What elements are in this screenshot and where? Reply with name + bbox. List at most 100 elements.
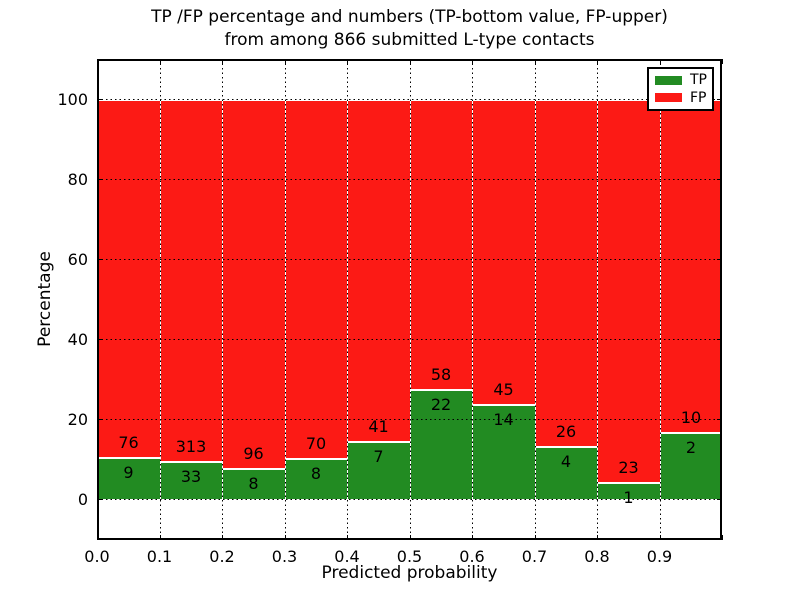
x-tick-mark	[722, 59, 723, 64]
horizontal-gridline	[97, 339, 722, 340]
y-tick-mark	[97, 179, 102, 180]
x-tick-mark	[659, 535, 661, 540]
y-tick-mark	[97, 499, 102, 500]
legend-label: FP	[690, 89, 707, 106]
x-tick-label: 0.4	[334, 547, 360, 566]
vertical-gridline	[597, 59, 598, 540]
x-tick-mark	[597, 59, 598, 64]
fp-count-label: 96	[243, 444, 264, 464]
fp-count-label: 70	[305, 433, 327, 453]
x-tick-mark	[472, 535, 473, 540]
fp-bar-segment	[284, 100, 348, 459]
tp-bar-segment	[534, 446, 598, 500]
y-tick-mark	[717, 99, 722, 100]
y-tick-label: 60	[67, 250, 88, 269]
fp-bar-segment	[409, 100, 473, 390]
horizontal-gridline	[97, 259, 722, 260]
legend-swatch-tp-icon	[655, 75, 682, 85]
fp-bar-segment	[534, 100, 598, 447]
fp-bar-segment	[97, 100, 161, 458]
legend-item-fp: FP	[655, 89, 707, 106]
tp-bar-segment	[284, 458, 348, 500]
legend-label: TP	[690, 72, 707, 89]
tp-count-label: 22	[430, 395, 452, 414]
x-tick-mark	[534, 535, 536, 540]
x-tick-label: 0.8	[584, 547, 610, 566]
x-tick-mark	[409, 535, 411, 540]
x-tick-mark	[409, 59, 411, 64]
y-tick-mark	[717, 259, 722, 260]
fp-bar-segment	[159, 100, 223, 462]
vertical-gridline	[534, 59, 536, 540]
x-tick-mark	[347, 535, 348, 540]
horizontal-gridline	[97, 99, 722, 100]
y-tick-label: 80	[67, 170, 88, 189]
fp-count-label: 58	[430, 365, 452, 384]
x-tick-label: 0.3	[271, 547, 298, 566]
x-tick-label: 0.2	[209, 547, 235, 566]
vertical-gridline	[659, 59, 661, 540]
vertical-gridline	[284, 59, 286, 540]
x-tick-mark	[97, 535, 98, 540]
vertical-gridline	[222, 59, 223, 540]
legend-item-tp: TP	[655, 72, 707, 89]
chart-title-line1: TP /FP percentage and numbers (TP-bottom…	[151, 7, 668, 27]
tp-bar-segment	[409, 390, 473, 500]
horizontal-gridline	[97, 179, 722, 180]
y-tick-label: 100	[57, 90, 88, 109]
horizontal-gridline	[97, 419, 722, 420]
x-tick-label: 0.9	[646, 547, 673, 566]
fp-count-label: 26	[555, 421, 577, 441]
horizontal-gridline	[97, 499, 722, 500]
plot-area: 76 9 313 33 96 8 70 8 41 7 58 22 45 14 26 4 23 1 10 2	[97, 59, 723, 540]
x-tick-mark	[222, 535, 223, 540]
y-tick-mark	[717, 419, 722, 420]
vertical-gridline	[472, 59, 473, 540]
tp-count-label: 8	[248, 474, 259, 494]
x-tick-label: 0.1	[146, 547, 173, 566]
fp-count-label: 76	[118, 432, 139, 452]
fp-bar-segment	[597, 100, 661, 484]
x-tick-mark	[722, 535, 723, 540]
y-tick-mark	[97, 259, 102, 260]
x-tick-mark	[347, 59, 348, 64]
y-tick-mark	[717, 339, 722, 340]
tp-bar-segment	[347, 441, 411, 500]
y-tick-mark	[97, 339, 102, 340]
fp-bar-segment	[472, 100, 536, 406]
y-tick-label: 0	[77, 490, 88, 509]
x-tick-mark	[284, 535, 286, 540]
tp-count-label: 14	[493, 410, 514, 430]
tp-count-label: 7	[373, 446, 384, 466]
fp-bar-segment	[222, 100, 286, 470]
x-tick-mark	[97, 59, 98, 64]
x-tick-mark	[597, 535, 598, 540]
x-tick-label: 0.7	[521, 547, 548, 566]
fp-bar-segment	[347, 100, 411, 442]
fp-count-label: 23	[618, 458, 639, 478]
fp-count-label: 313	[175, 436, 207, 456]
y-tick-mark	[97, 419, 102, 420]
x-tick-mark	[159, 535, 161, 540]
chart-title: TP /FP percentage and numbers (TP-bottom…	[97, 6, 722, 52]
vertical-gridline	[159, 59, 161, 540]
tp-count-label: 8	[310, 463, 322, 483]
legend: TP FP	[647, 67, 714, 111]
x-tick-label: 0.6	[459, 547, 485, 566]
x-axis-label: Predicted probability	[321, 563, 498, 583]
x-tick-mark	[472, 59, 473, 64]
y-tick-label: 40	[67, 330, 88, 349]
x-tick-mark	[159, 59, 161, 64]
tp-count-label: 9	[123, 462, 134, 482]
y-tick-mark	[97, 99, 102, 100]
tp-count-label: 2	[685, 438, 697, 458]
tp-count-label: 33	[180, 466, 202, 486]
tp-count-label: 4	[560, 451, 572, 471]
y-tick-label: 20	[67, 410, 88, 429]
x-tick-mark	[534, 59, 536, 64]
x-tick-mark	[659, 59, 661, 64]
y-tick-mark	[717, 179, 722, 180]
fp-count-label: 45	[493, 380, 514, 400]
fp-count-label: 10	[680, 408, 702, 428]
